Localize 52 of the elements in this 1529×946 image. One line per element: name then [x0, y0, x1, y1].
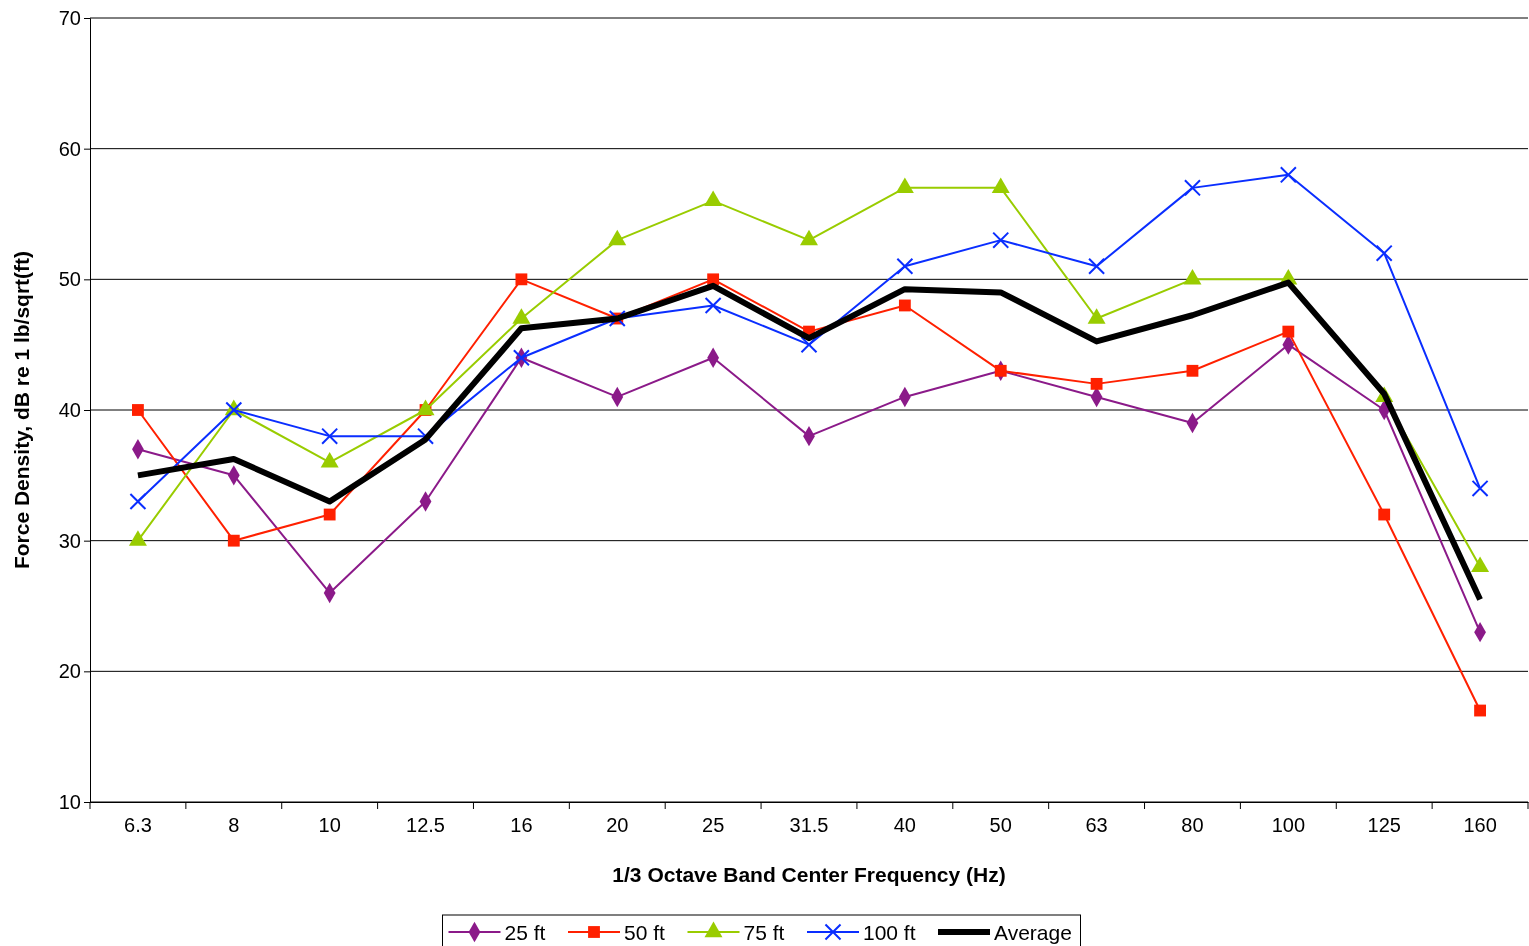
x-tick-label: 31.5 — [789, 814, 829, 837]
point — [1474, 704, 1486, 717]
point — [707, 273, 720, 286]
legend-label: 75 ft — [743, 921, 785, 944]
y-tick-label: 20 — [58, 660, 81, 683]
legend-label: 50 ft — [624, 921, 666, 944]
x-tick-label: 80 — [1181, 814, 1204, 837]
point — [132, 404, 144, 416]
legend-label: 25 ft — [504, 921, 546, 944]
x-tick-label: 100 — [1271, 814, 1306, 837]
point — [1088, 257, 1106, 275]
x-tick-label: 125 — [1367, 814, 1401, 837]
x-tick-label: 160 — [1463, 814, 1497, 837]
legend-label: 100 ft — [863, 921, 916, 944]
x-tick-label: 40 — [893, 814, 916, 837]
point — [1282, 325, 1295, 338]
x-tick-label: 12.5 — [406, 814, 445, 837]
x-tick-label: 8 — [228, 814, 240, 837]
y-tick-label: 50 — [58, 268, 81, 291]
point — [800, 336, 818, 354]
y-tick-label: 30 — [58, 529, 81, 552]
y-tick-label: 70 — [58, 6, 81, 29]
y-tick-label: 10 — [58, 790, 81, 813]
y-tick-label: 40 — [58, 398, 81, 421]
point — [227, 534, 240, 547]
point — [1378, 508, 1391, 521]
point — [1471, 479, 1489, 497]
x-tick-label: 20 — [606, 814, 629, 837]
point — [323, 508, 336, 521]
point — [1375, 244, 1393, 262]
point — [321, 427, 339, 445]
legend-label: Average — [994, 921, 1072, 944]
point — [704, 296, 722, 314]
x-tick-label: 16 — [510, 814, 533, 837]
x-tick-label: 10 — [318, 814, 341, 837]
point — [898, 299, 911, 312]
point — [515, 273, 528, 286]
point — [992, 231, 1010, 249]
point — [896, 257, 914, 275]
x-tick-label: 25 — [702, 814, 725, 837]
point — [1090, 377, 1103, 390]
x-tick-label: 63 — [1085, 814, 1108, 837]
point — [1186, 364, 1199, 377]
x-axis-title: 1/3 Octave Band Center Frequency (Hz) — [612, 863, 1006, 886]
y-axis-title: Force Density, dB re 1 lb/sqrt(ft) — [10, 250, 33, 570]
point — [994, 364, 1007, 377]
point — [1279, 166, 1297, 184]
x-tick-label: 50 — [989, 814, 1012, 837]
y-tick-label: 60 — [58, 137, 81, 160]
point — [1183, 179, 1201, 197]
point — [129, 492, 147, 510]
x-tick-label: 6.3 — [124, 814, 152, 837]
